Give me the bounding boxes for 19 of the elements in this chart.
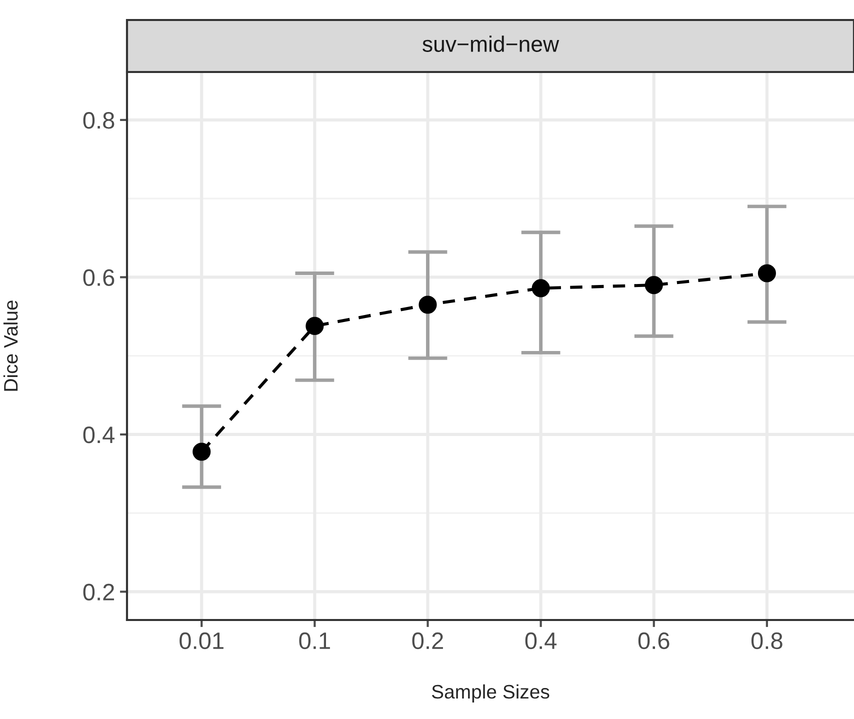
x-tick-label: 0.8 bbox=[751, 632, 782, 650]
point bbox=[192, 442, 211, 461]
point bbox=[418, 296, 437, 314]
x-tick-label: 0.01 bbox=[180, 632, 224, 650]
point bbox=[644, 276, 663, 294]
y-tick-label: 0.8 bbox=[83, 112, 114, 129]
x-tick-label: 0.2 bbox=[412, 632, 443, 650]
x-tick-label: 0.4 bbox=[525, 632, 557, 650]
x-axis-title: Sample Sizes bbox=[432, 684, 550, 702]
y-tick-label: 0.2 bbox=[83, 584, 114, 600]
y-tick-label: 0.6 bbox=[83, 269, 114, 286]
point bbox=[758, 264, 776, 282]
y-tick-label: 0.4 bbox=[83, 426, 115, 444]
point bbox=[532, 279, 550, 298]
x-tick-label: 0.1 bbox=[299, 632, 330, 650]
y-axis-title: Dice Value bbox=[3, 300, 18, 391]
chart-title: suv−mid−new bbox=[422, 36, 560, 52]
x-tick-label: 0.6 bbox=[638, 632, 670, 650]
point bbox=[306, 316, 324, 335]
